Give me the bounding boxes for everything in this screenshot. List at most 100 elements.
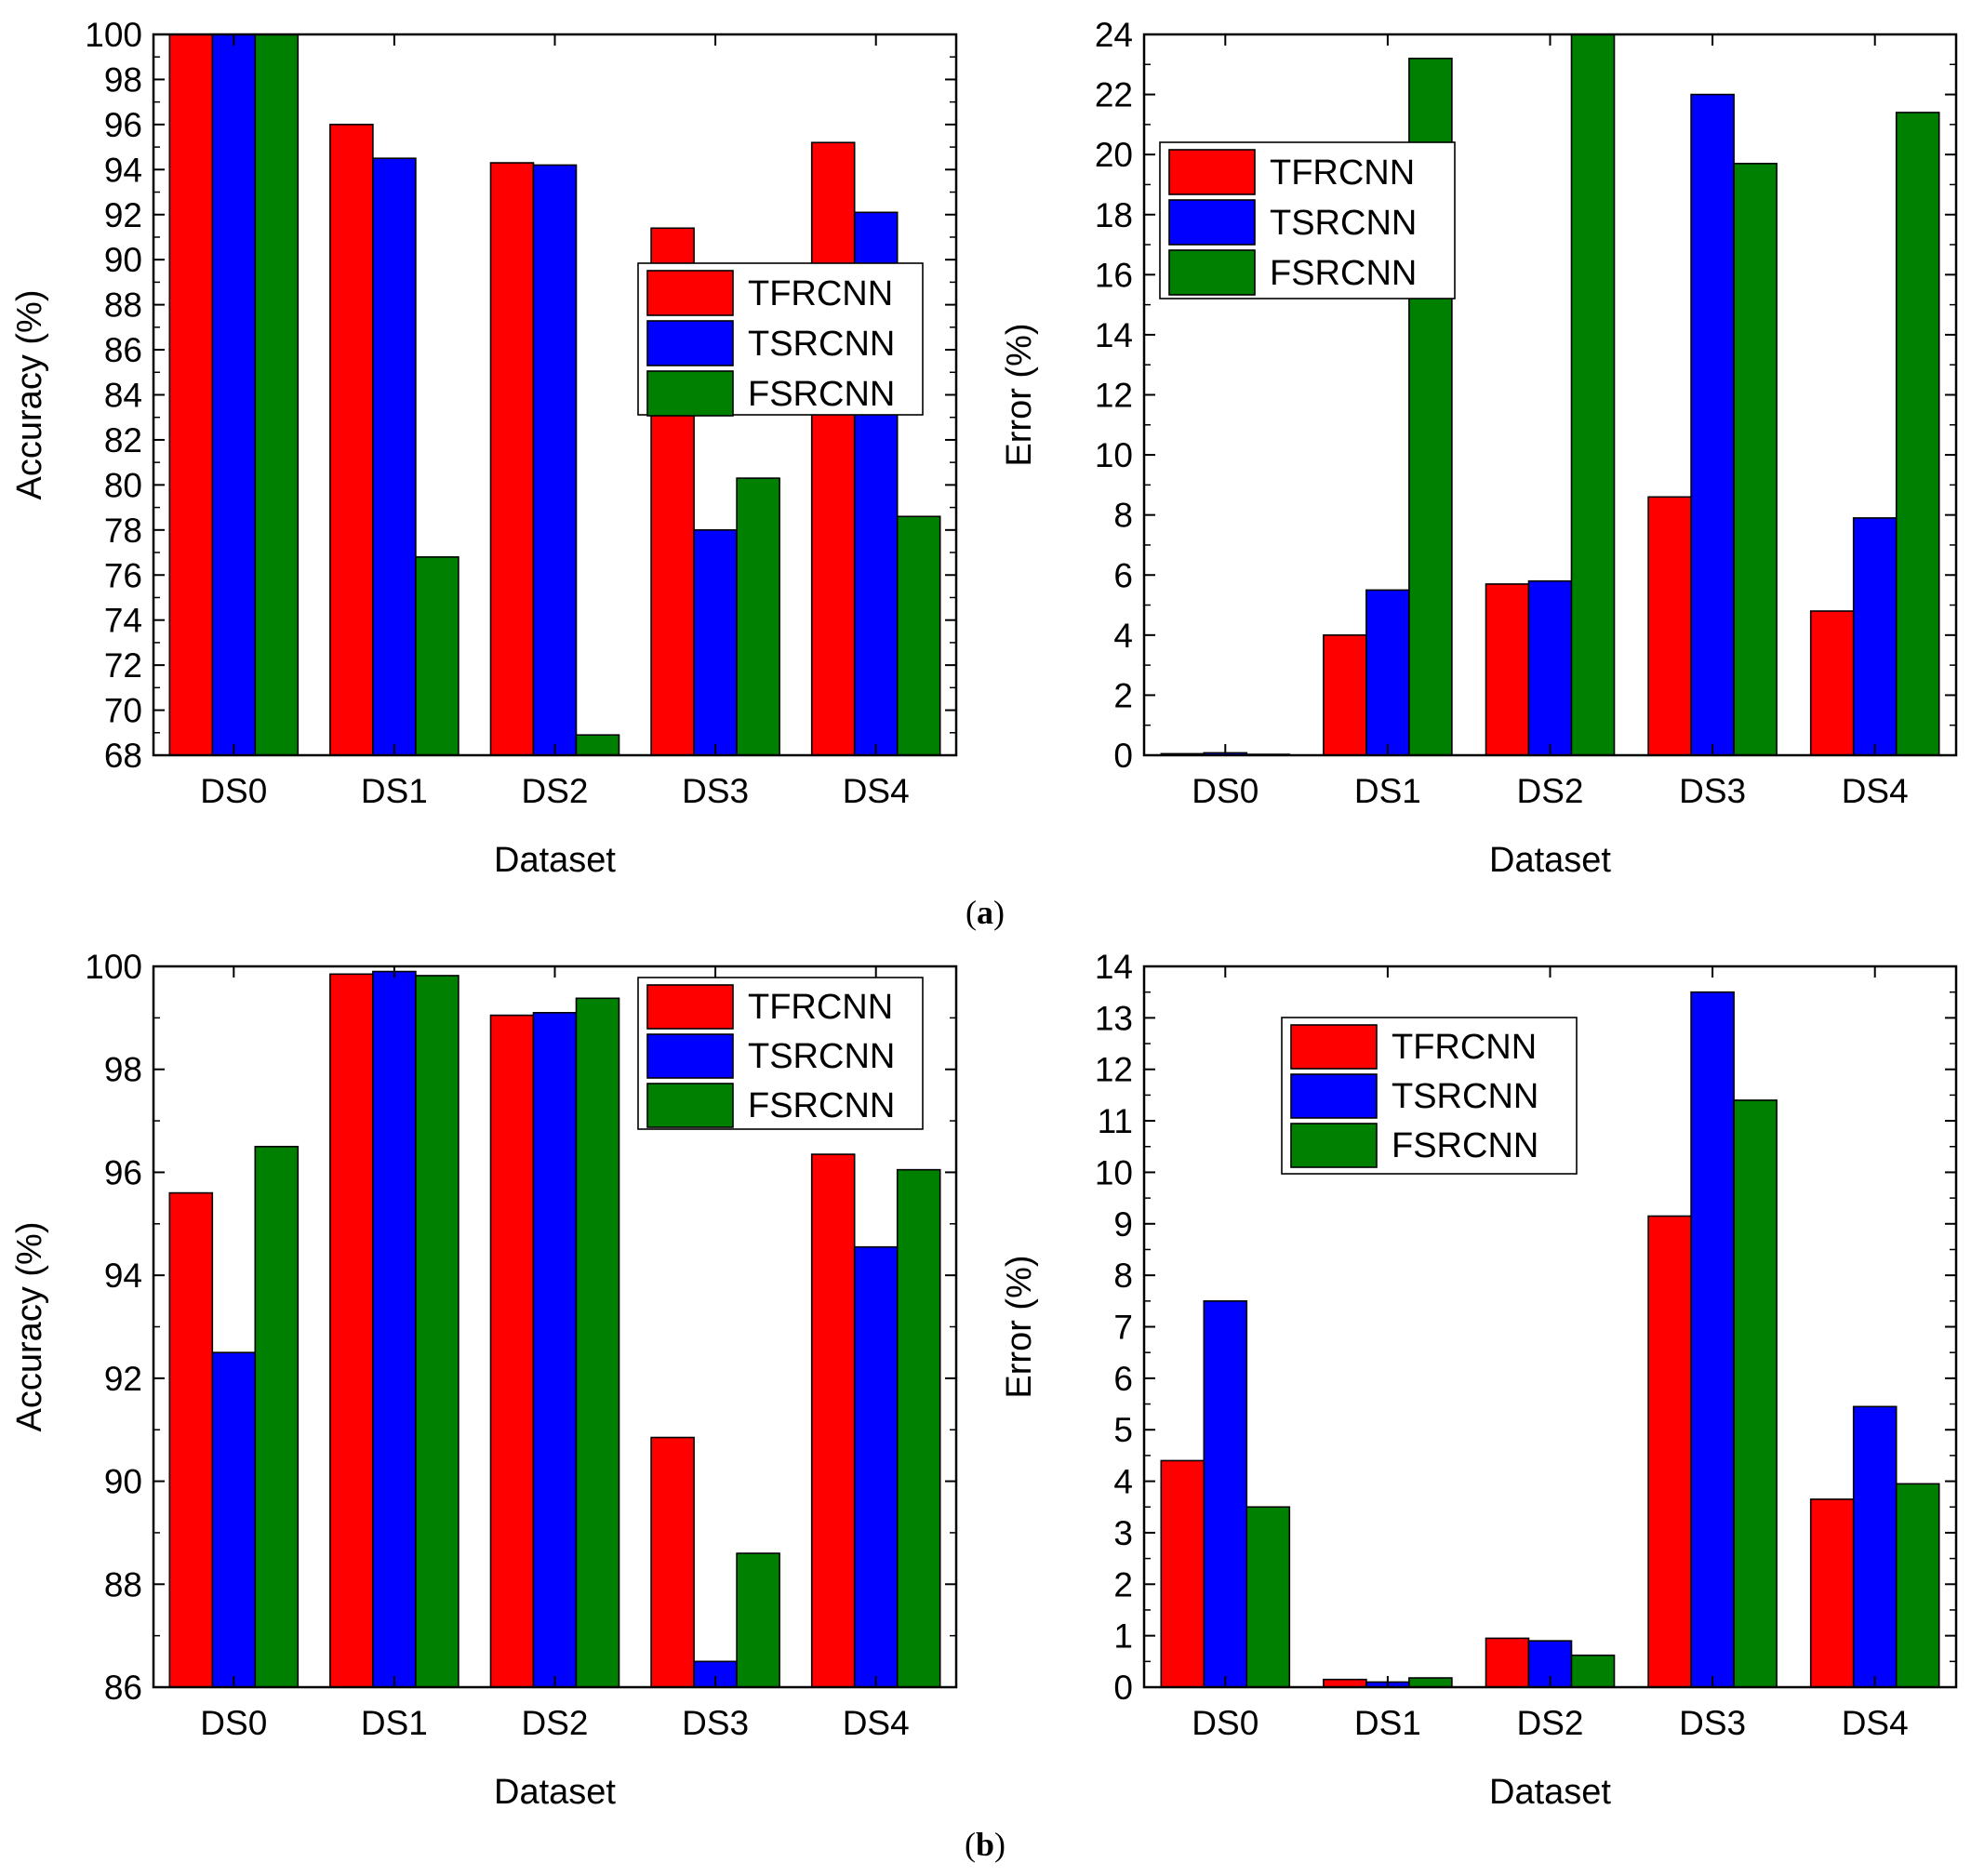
bar-fsrcnn-ds3 — [1733, 1099, 1778, 1688]
bar-fsrcnn-ds1 — [1408, 1677, 1453, 1688]
legend-swatch-fsrcnn — [1168, 249, 1256, 296]
bar-fsrcnn-ds2 — [575, 997, 620, 1688]
legend-swatch-tsrcnn — [646, 1033, 734, 1079]
y-tick-label: 70 — [104, 692, 142, 730]
panel-caption-b-label: b — [976, 1826, 994, 1863]
bar-fsrcnn-ds0 — [254, 33, 300, 756]
legend-label-tsrcnn: TSRCNN — [1270, 204, 1417, 243]
bar-fsrcnn-ds2 — [1570, 33, 1616, 756]
x-tick-label-ds4: DS4 — [843, 1704, 910, 1742]
bar-tsrcnn-ds1 — [372, 157, 417, 756]
x-axis-title: Dataset — [494, 841, 616, 880]
legend-label-tsrcnn: TSRCNN — [748, 325, 895, 364]
chart-b-accuracy: 86 88 90 92 94 96 98 100 DS0 DS1 DS2 DS3 DS4 Dataset A… — [10, 948, 958, 1812]
legend-label-tsrcnn: TSRCNN — [1392, 1077, 1538, 1116]
bar-fsrcnn-ds3 — [736, 1552, 780, 1688]
legend: TFRCNN TSRCNN FSRCNN — [1281, 1017, 1578, 1175]
y-tick-label: 22 — [1095, 76, 1133, 114]
x-axis-title: Dataset — [1489, 841, 1611, 880]
legend-swatch-tfrcnn — [646, 984, 734, 1030]
bar-fsrcnn-ds1 — [415, 975, 459, 1688]
bar-tfrcnn-ds2 — [1485, 1637, 1530, 1688]
y-tick-label: 5 — [1113, 1411, 1133, 1449]
plot-frame — [1142, 33, 1958, 757]
bar-tsrcnn-ds2 — [532, 1012, 578, 1688]
y-tick-label: 100 — [85, 16, 142, 54]
legend-label-tfrcnn: TFRCNN — [1270, 153, 1415, 193]
y-tick-label: 90 — [104, 1463, 142, 1501]
y-tick-label: 11 — [1098, 1102, 1133, 1140]
x-tick-label-ds2: DS2 — [1517, 1704, 1584, 1742]
y-tick-label: 3 — [1113, 1514, 1133, 1552]
bar-tfrcnn-ds4 — [1809, 610, 1855, 756]
plot-frame — [152, 33, 958, 757]
y-tick-label: 68 — [104, 737, 142, 775]
y-tick-label: 2 — [1113, 676, 1133, 714]
y-tick-label: 4 — [1113, 617, 1133, 655]
bar-tsrcnn-ds3 — [1690, 991, 1735, 1688]
y-tick-label: 4 — [1113, 1463, 1133, 1501]
bar-tfrcnn-ds3 — [1647, 496, 1692, 756]
bar-tsrcnn-ds4 — [1852, 1405, 1898, 1688]
x-tick-label-ds0: DS0 — [1192, 772, 1259, 810]
y-tick-label: 9 — [1113, 1205, 1133, 1244]
y-tick-label: 76 — [104, 556, 142, 594]
legend-swatch-fsrcnn — [1290, 1123, 1378, 1168]
y-tick-label: 14 — [1095, 948, 1133, 986]
plot-frame — [152, 965, 958, 1689]
legend-swatch-tfrcnn — [1168, 149, 1256, 195]
y-tick-label: 90 — [104, 241, 142, 279]
y-tick-label: 20 — [1095, 136, 1133, 174]
bar-fsrcnn-ds0 — [254, 1145, 300, 1688]
y-tick-label: 13 — [1095, 999, 1133, 1037]
plot-frame — [1142, 965, 1958, 1689]
legend: TFRCNN TSRCNN FSRCNN — [1159, 141, 1456, 299]
bar-tfrcnn-ds2 — [1485, 583, 1530, 756]
legend-label-fsrcnn: FSRCNN — [748, 375, 895, 414]
bar-fsrcnn-ds4 — [1895, 112, 1940, 756]
y-axis-title: Error (%) — [1000, 323, 1039, 466]
y-tick-label: 72 — [104, 646, 142, 685]
bar-tsrcnn-ds0 — [211, 33, 257, 756]
bar-fsrcnn-ds4 — [1895, 1483, 1940, 1688]
y-tick-label: 98 — [104, 1051, 142, 1089]
y-tick-label: 1 — [1113, 1617, 1133, 1656]
y-tick-label: 10 — [1095, 436, 1133, 474]
y-tick-label: 86 — [104, 1669, 142, 1707]
bar-fsrcnn-ds2 — [1570, 1654, 1616, 1688]
legend-label-fsrcnn: FSRCNN — [1392, 1126, 1538, 1165]
bar-tfrcnn-ds3 — [650, 1436, 695, 1688]
bar-tsrcnn-ds2 — [532, 164, 578, 756]
y-tick-label: 6 — [1113, 1360, 1133, 1398]
legend-swatch-tsrcnn — [1168, 199, 1256, 246]
bar-tsrcnn-ds2 — [1527, 579, 1573, 756]
legend-label-tfrcnn: TFRCNN — [1392, 1028, 1537, 1067]
bar-tfrcnn-ds1 — [1323, 634, 1367, 756]
y-axis-title: Accuracy (%) — [10, 1222, 49, 1432]
x-tick-label-ds0: DS0 — [200, 1704, 267, 1742]
bar-fsrcnn-ds3 — [1733, 163, 1778, 756]
bar-tsrcnn-ds1 — [372, 970, 417, 1688]
legend: TFRCNN TSRCNN FSRCNN — [637, 262, 924, 417]
legend-label-tfrcnn: TFRCNN — [748, 988, 893, 1027]
panel-caption-a-label: a — [977, 894, 993, 931]
legend-swatch-tsrcnn — [1290, 1073, 1378, 1119]
bar-tfrcnn-ds4 — [810, 141, 856, 756]
bar-tsrcnn-ds0 — [211, 1351, 257, 1688]
bar-tfrcnn-ds0 — [1160, 1459, 1205, 1688]
x-tick-label-ds2: DS2 — [1517, 772, 1584, 810]
y-tick-label: 12 — [1095, 377, 1133, 415]
y-tick-label: 80 — [104, 466, 142, 504]
bar-tfrcnn-ds0 — [168, 33, 214, 756]
y-tick-label: 88 — [104, 1565, 142, 1603]
bar-fsrcnn-ds1 — [415, 556, 459, 756]
legend-label-tfrcnn: TFRCNN — [748, 274, 893, 313]
x-axis-title: Dataset — [1489, 1773, 1611, 1812]
bar-tfrcnn-ds4 — [1809, 1498, 1855, 1688]
x-tick-label-ds0: DS0 — [1192, 1704, 1259, 1742]
x-tick-label-ds2: DS2 — [522, 772, 589, 810]
x-tick-label-ds2: DS2 — [522, 1704, 589, 1742]
y-tick-label: 6 — [1113, 556, 1133, 594]
y-tick-label: 88 — [104, 286, 142, 325]
